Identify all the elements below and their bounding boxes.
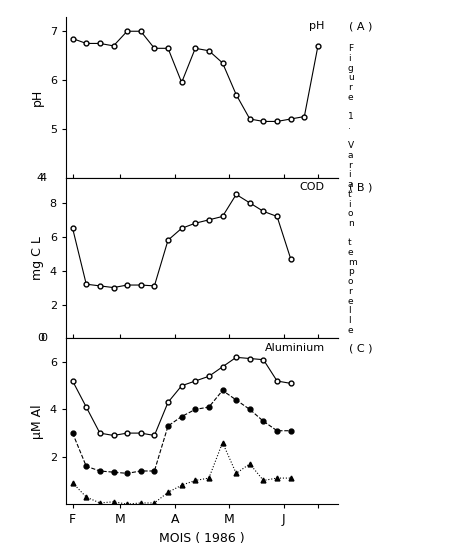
Text: 0: 0 [40, 334, 47, 343]
Text: F
i
g
u
r
e
 
1
.
 
V
a
r
i
a
t
i
o
n
 
t
e
m
p
o
r
e
l
l
e: F i g u r e 1 . V a r i a t i o n t e m … [348, 44, 357, 335]
Text: 0: 0 [37, 334, 44, 343]
X-axis label: MOIS ( 1986 ): MOIS ( 1986 ) [159, 532, 245, 545]
Text: ( B ): ( B ) [349, 182, 373, 192]
Text: COD: COD [300, 182, 325, 192]
Text: 4: 4 [37, 172, 44, 182]
Y-axis label: mg C L: mg C L [31, 236, 44, 280]
Text: pH: pH [309, 22, 325, 32]
Y-axis label: pH: pH [31, 89, 44, 106]
Text: ( A ): ( A ) [349, 22, 373, 32]
Text: 4: 4 [40, 172, 47, 182]
Y-axis label: μM Al: μM Al [31, 404, 44, 439]
Text: ( C ): ( C ) [349, 343, 373, 353]
Text: Aluminium: Aluminium [265, 343, 325, 353]
